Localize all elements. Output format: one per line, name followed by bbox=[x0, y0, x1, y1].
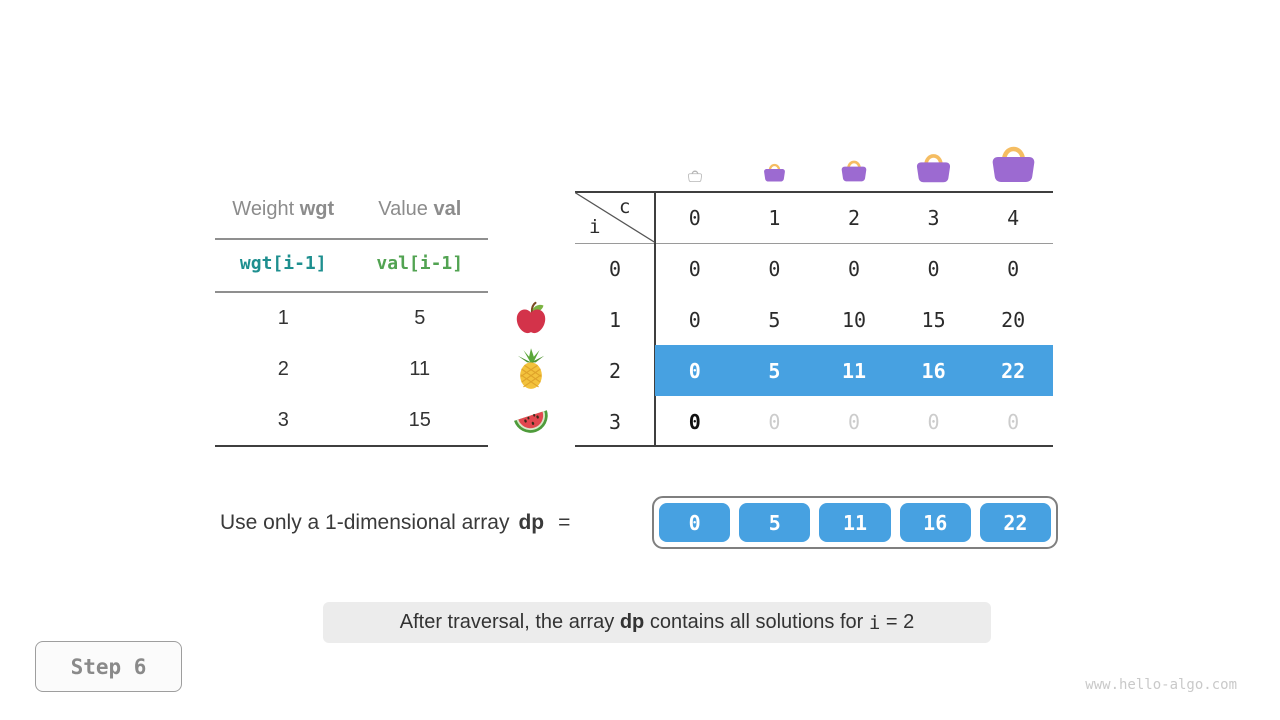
dp-table: c i 0 1 2 3 4 0 0 0 0 0 0 1 0 5 10 15 20… bbox=[575, 192, 1053, 447]
dp-array: 0 5 11 16 22 bbox=[652, 496, 1058, 549]
dp-col-header: 3 bbox=[927, 205, 940, 230]
dp-array-cell: 11 bbox=[819, 503, 891, 542]
dp-table-rule-bottom bbox=[575, 445, 1053, 447]
dp-cell: 0 bbox=[768, 256, 781, 281]
equals-sign: = bbox=[558, 510, 571, 534]
bag-capacity-1-icon bbox=[762, 160, 787, 187]
value-column-header: Value val bbox=[378, 198, 462, 220]
items-table-row-2: 2 11 bbox=[215, 358, 488, 381]
dp-row-header: 1 bbox=[608, 307, 622, 332]
items-table-row-3: 3 15 bbox=[215, 409, 488, 432]
watermark-url: www.hello-algo.com bbox=[1085, 677, 1237, 693]
dp-cell-pending: 0 bbox=[927, 409, 940, 434]
caption-banner: After traversal, the array dp contains a… bbox=[323, 602, 991, 643]
dp-array-label: Use only a 1-dimensional array dp = bbox=[220, 496, 570, 549]
bag-capacity-0-icon bbox=[687, 168, 703, 187]
pineapple-icon bbox=[511, 348, 551, 390]
dp-cell-pending: 0 bbox=[1007, 409, 1020, 434]
items-table-rule-mid bbox=[215, 291, 488, 293]
dp-col-header: 0 bbox=[688, 205, 701, 230]
dp-table-corner-cell: c i bbox=[575, 192, 655, 243]
dp-table-rule-vertical bbox=[653, 191, 656, 447]
bag-capacity-4-icon bbox=[988, 139, 1039, 188]
dp-cell-highlighted: 0 bbox=[655, 345, 735, 396]
dp-row-header: 2 bbox=[608, 358, 622, 383]
dp-cell-highlighted: 11 bbox=[814, 345, 894, 396]
step-badge: Step 6 bbox=[35, 641, 182, 692]
dp-cell-pending: 0 bbox=[847, 409, 860, 434]
items-table-index-row: wgt[i-1] val[i-1] bbox=[215, 253, 488, 274]
dp-array-label-code: dp bbox=[518, 510, 545, 534]
watermelon-icon bbox=[511, 402, 551, 438]
item-weight: 3 bbox=[277, 409, 289, 431]
dp-col-header: 4 bbox=[1007, 205, 1020, 230]
dp-row-header: 3 bbox=[608, 409, 622, 434]
caption-text: After traversal, the array bbox=[399, 611, 620, 633]
apple-icon bbox=[511, 301, 551, 335]
dp-cell: 0 bbox=[688, 256, 701, 281]
item-value: 15 bbox=[408, 409, 431, 431]
bag-capacity-3-icon bbox=[913, 148, 954, 188]
bag-capacity-2-icon bbox=[839, 156, 869, 187]
dp-table-rule-top bbox=[575, 190, 1053, 193]
dp-col-header: 1 bbox=[768, 205, 781, 230]
items-table-row-1: 1 5 bbox=[215, 307, 488, 330]
dp-array-cell: 22 bbox=[979, 503, 1052, 542]
dp-cell: 0 bbox=[847, 256, 860, 281]
dp-array-cell: 16 bbox=[899, 503, 971, 542]
dp-row-header: 0 bbox=[608, 256, 622, 281]
dp-col-header: 2 bbox=[847, 205, 860, 230]
dp-cell-highlighted: 16 bbox=[893, 345, 974, 396]
dp-cell: 10 bbox=[841, 307, 867, 332]
dp-cell-highlighted: 22 bbox=[973, 345, 1053, 396]
capacity-axis-label: c bbox=[619, 196, 631, 218]
dp-cell: 0 bbox=[688, 307, 701, 332]
corner-diagonal-line bbox=[575, 192, 655, 243]
dp-cell-pending: 0 bbox=[768, 409, 781, 434]
dp-cell: 0 bbox=[1007, 256, 1020, 281]
dp-cell: 0 bbox=[927, 256, 940, 281]
val-index-expression: val[i-1] bbox=[376, 253, 464, 274]
items-table-header: Weight wgt Value val bbox=[215, 198, 488, 221]
dp-table-rule-header bbox=[575, 242, 1053, 244]
dp-cell-highlighted: 5 bbox=[734, 345, 815, 396]
dp-cell-current: 0 bbox=[688, 409, 701, 434]
items-table-rule-bottom bbox=[215, 445, 488, 447]
item-weight: 1 bbox=[277, 307, 289, 329]
weight-column-header: Weight wgt bbox=[232, 198, 335, 220]
item-value: 11 bbox=[409, 358, 431, 380]
caption-text: = 2 bbox=[880, 611, 915, 633]
caption-dp-bold: dp bbox=[619, 611, 645, 633]
dp-cell: 20 bbox=[1001, 307, 1026, 332]
wgt-index-expression: wgt[i-1] bbox=[239, 253, 327, 274]
item-axis-label: i bbox=[589, 216, 601, 238]
dp-cell: 15 bbox=[921, 307, 946, 332]
item-value: 5 bbox=[414, 307, 426, 329]
items-table-rule-top bbox=[215, 238, 488, 240]
caption-i-code: i bbox=[868, 611, 881, 634]
dp-array-cell: 0 bbox=[659, 503, 731, 542]
dp-array-label-text: Use only a 1-dimensional array bbox=[220, 510, 510, 534]
dp-cell: 5 bbox=[768, 307, 781, 332]
caption-text: contains all solutions for bbox=[644, 611, 869, 633]
dp-array-cell: 5 bbox=[739, 503, 811, 542]
item-weight: 2 bbox=[277, 358, 289, 380]
